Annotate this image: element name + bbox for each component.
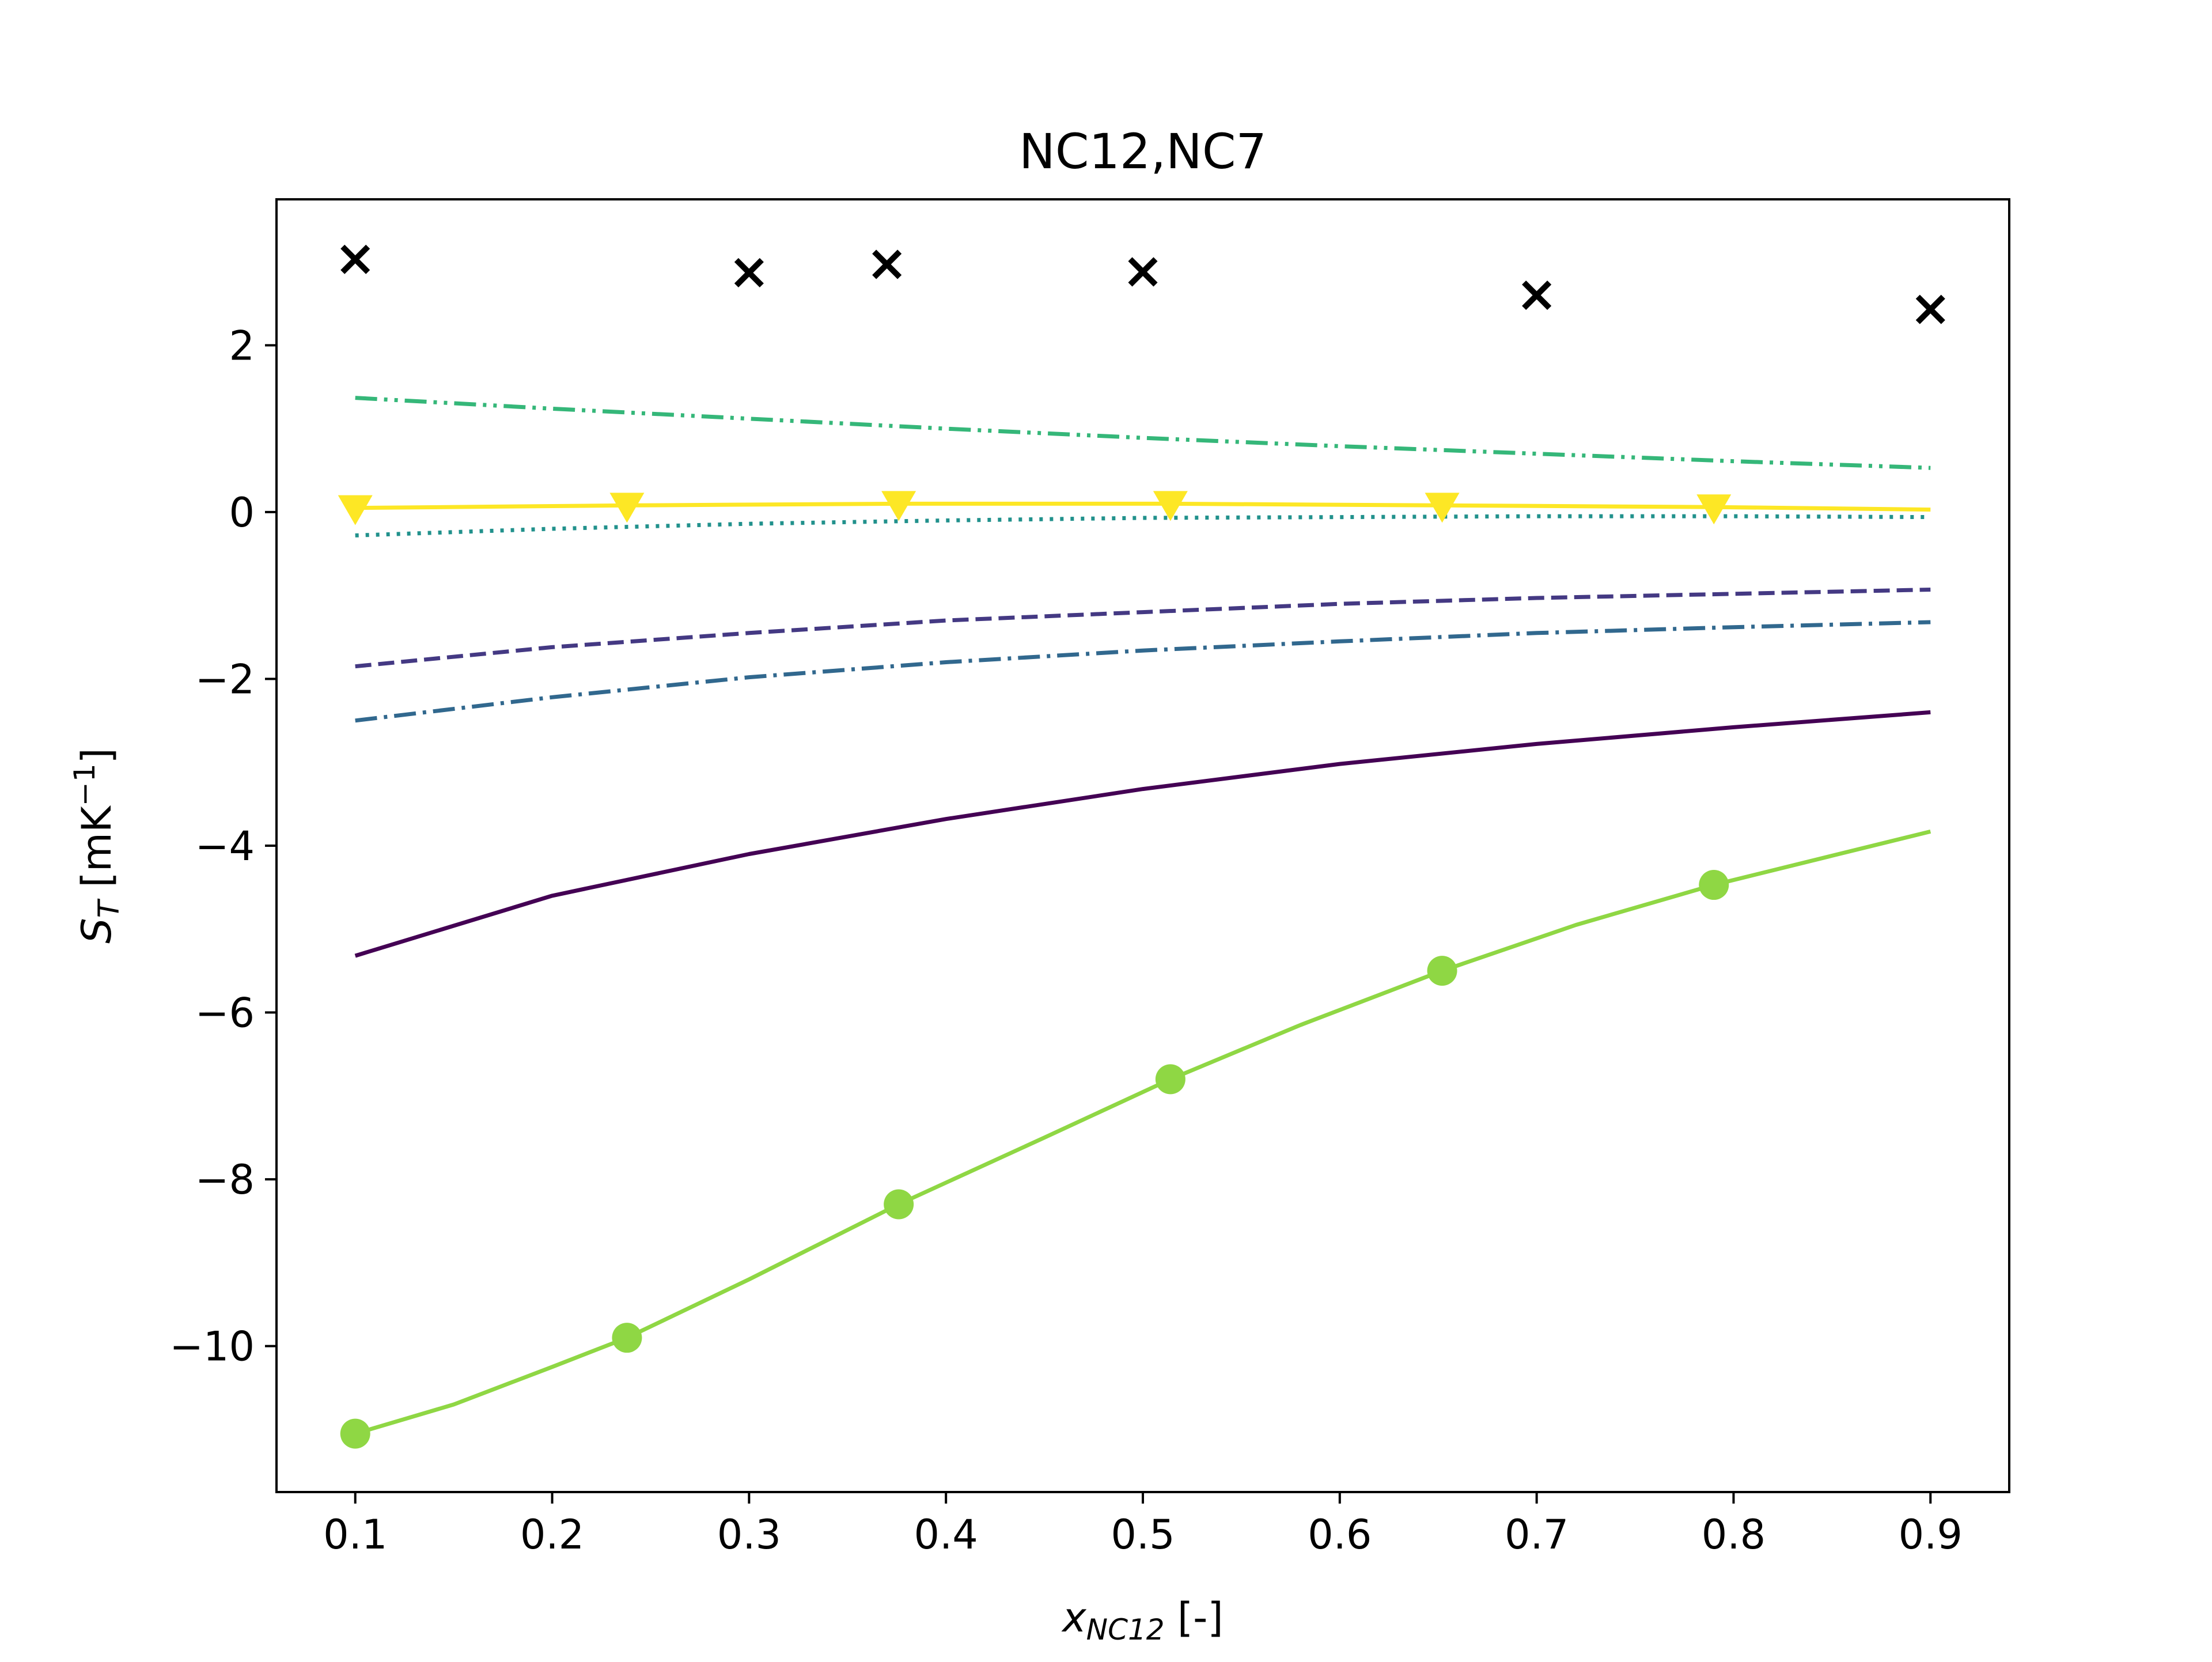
- series-6-point: [1427, 956, 1457, 986]
- x-axis-label-main: x: [1061, 1594, 1086, 1641]
- x-tick-label: 0.8: [1702, 1511, 1766, 1558]
- x-tick-label: 0.5: [1111, 1511, 1175, 1558]
- y-tick-label: −6: [195, 990, 255, 1037]
- x-marker-stroke: [1128, 257, 1158, 287]
- series-line-5: [355, 396, 1931, 470]
- series-8-point: [734, 258, 764, 287]
- series-6-point: [1155, 1064, 1185, 1095]
- series-8-point: [872, 249, 902, 279]
- x-tick-label: 0.7: [1505, 1511, 1569, 1558]
- x-tick-label: 0.3: [717, 1511, 781, 1558]
- x-marker-stroke: [1915, 294, 1945, 324]
- y-axis-label-unit: [mK: [73, 805, 120, 900]
- y-tick-label: −2: [195, 656, 255, 703]
- x-axis: 0.1 0.2 0.3 0.4 0.5 0.6 0.7 0.8 0.9: [323, 1492, 1963, 1558]
- series-line-1: [354, 710, 1931, 958]
- x-axis-label-sub: NC12: [1086, 1613, 1165, 1646]
- x-axis-label: xNC12 [-]: [1061, 1594, 1224, 1646]
- x-tick-label: 0.6: [1308, 1511, 1372, 1558]
- x-tick-label: 0.2: [520, 1511, 584, 1558]
- x-marker-stroke: [872, 249, 902, 279]
- series-line-6: [354, 830, 1931, 1436]
- y-tick-label: −10: [169, 1323, 255, 1371]
- y-tick-label: 0: [229, 489, 255, 536]
- y-axis-label: ST [mK−1]: [68, 748, 126, 944]
- series-7-point: [1696, 494, 1732, 525]
- y-axis-label-close: ]: [73, 748, 120, 763]
- y-axis: −10 −8 −6 −4 −2 0 2: [169, 322, 276, 1371]
- x-tick-label: 0.9: [1899, 1511, 1963, 1558]
- series-8-point: [1522, 280, 1552, 311]
- y-tick-label: −8: [195, 1156, 255, 1203]
- series-8-point: [340, 244, 370, 274]
- series-line-3: [355, 620, 1931, 723]
- series-7-point: [609, 493, 645, 523]
- x-marker-stroke: [1522, 280, 1552, 311]
- series-line-2: [355, 588, 1931, 669]
- y-axis-label-sub: T: [92, 898, 126, 918]
- y-tick-label: 2: [229, 322, 255, 369]
- series-line-4: [355, 514, 1931, 537]
- x-marker-stroke: [340, 244, 370, 274]
- series-7-point: [1425, 493, 1460, 523]
- y-axis-label-main: S: [73, 918, 120, 943]
- plot-area: [338, 244, 1945, 1449]
- chart-title: NC12,NC7: [1019, 123, 1267, 180]
- x-marker-stroke: [734, 258, 764, 287]
- series-7-point: [881, 491, 916, 521]
- x-axis-label-suffix: [-]: [1165, 1594, 1224, 1641]
- series-6-point: [612, 1323, 642, 1353]
- y-tick-label: −4: [195, 823, 255, 870]
- y-axis-label-exp: −1: [68, 763, 101, 806]
- series-7-point: [338, 495, 373, 525]
- series-6-point: [884, 1189, 914, 1220]
- x-tick-label: 0.4: [914, 1511, 978, 1558]
- series-6-point: [340, 1418, 370, 1449]
- series-8-point: [1128, 257, 1158, 287]
- series-6-point: [1699, 870, 1729, 900]
- series-7-point: [1153, 491, 1188, 521]
- series-8-point: [1915, 294, 1945, 324]
- x-tick-label: 0.1: [323, 1511, 387, 1558]
